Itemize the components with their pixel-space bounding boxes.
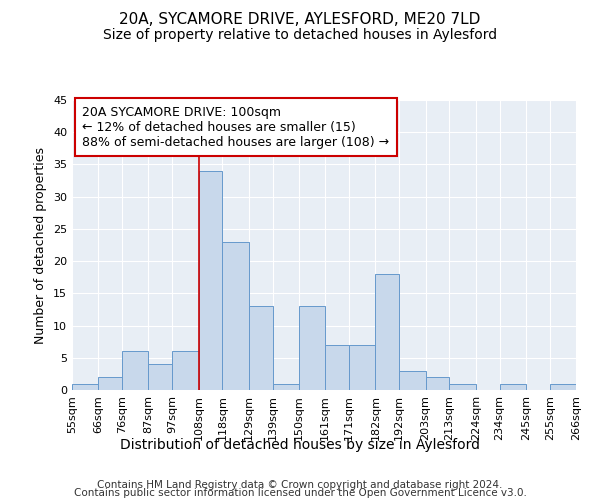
Bar bbox=[299, 306, 325, 390]
Text: 20A, SYCAMORE DRIVE, AYLESFORD, ME20 7LD: 20A, SYCAMORE DRIVE, AYLESFORD, ME20 7LD bbox=[119, 12, 481, 28]
Bar bbox=[425, 377, 449, 390]
Bar bbox=[148, 364, 172, 390]
Y-axis label: Number of detached properties: Number of detached properties bbox=[34, 146, 47, 344]
Bar bbox=[72, 384, 98, 390]
Bar bbox=[223, 242, 249, 390]
Bar bbox=[199, 171, 223, 390]
Bar bbox=[272, 384, 299, 390]
Bar bbox=[172, 352, 199, 390]
Bar bbox=[122, 352, 148, 390]
Text: Contains public sector information licensed under the Open Government Licence v3: Contains public sector information licen… bbox=[74, 488, 526, 498]
Bar bbox=[500, 384, 526, 390]
Bar bbox=[349, 345, 376, 390]
Text: Contains HM Land Registry data © Crown copyright and database right 2024.: Contains HM Land Registry data © Crown c… bbox=[97, 480, 503, 490]
Bar bbox=[550, 384, 576, 390]
Bar bbox=[399, 370, 425, 390]
Bar bbox=[98, 377, 122, 390]
Text: 20A SYCAMORE DRIVE: 100sqm
← 12% of detached houses are smaller (15)
88% of semi: 20A SYCAMORE DRIVE: 100sqm ← 12% of deta… bbox=[82, 106, 389, 149]
Bar bbox=[249, 306, 272, 390]
Text: Size of property relative to detached houses in Aylesford: Size of property relative to detached ho… bbox=[103, 28, 497, 42]
Bar bbox=[449, 384, 476, 390]
Bar bbox=[325, 345, 349, 390]
Text: Distribution of detached houses by size in Aylesford: Distribution of detached houses by size … bbox=[120, 438, 480, 452]
Bar bbox=[376, 274, 399, 390]
